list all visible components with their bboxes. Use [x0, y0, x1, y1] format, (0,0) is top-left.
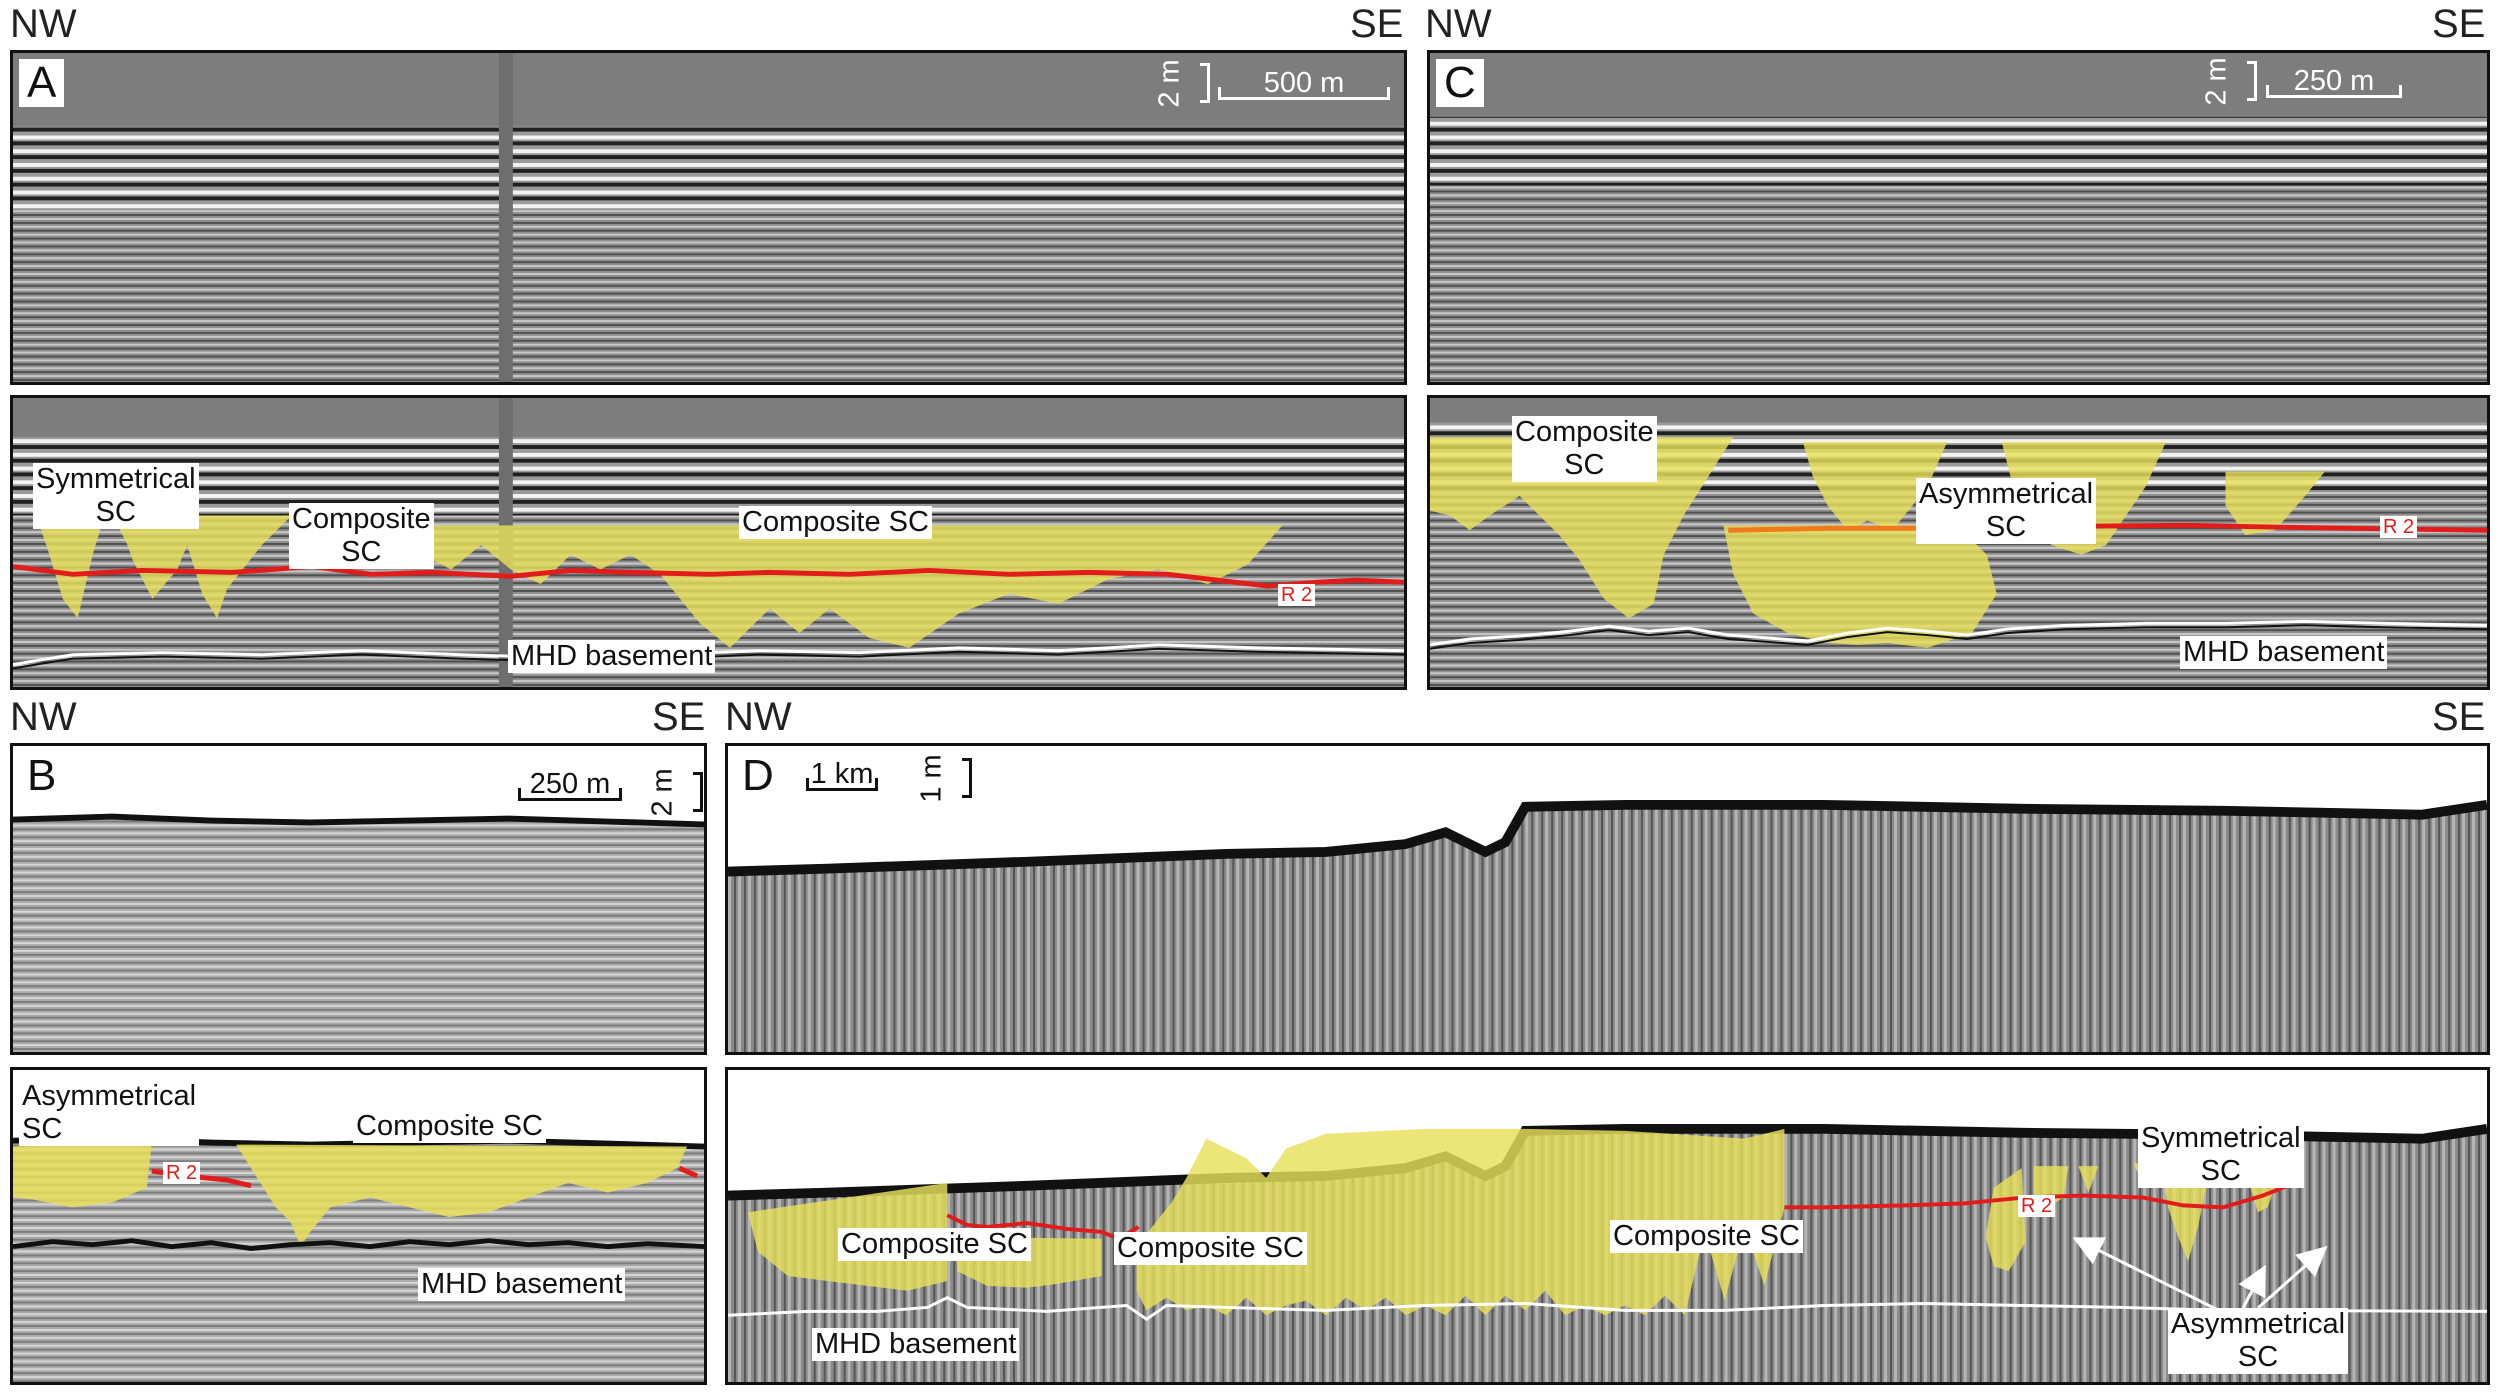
panel-d-basement-label: MHD basement	[812, 1328, 1020, 1361]
panel-a-r2-label: R 2	[1278, 584, 1316, 606]
panel-d-interpreted-seismic-image	[728, 1070, 2487, 1382]
panel-a-symmetrical-sc-label: Symmetrical SC	[33, 463, 199, 529]
panel-d-vertical-scale: 1 m	[908, 754, 973, 802]
panel-b-vertical-scale: 2 m	[639, 768, 704, 816]
panel-a-vertical-scale: 2 m	[1146, 59, 1211, 107]
panel-a-channel-fills	[32, 505, 1283, 648]
panel-a-horizontal-scale-bar	[1218, 87, 1390, 100]
panel-c-composite-sc-label: Composite SC	[1512, 416, 1657, 482]
panel-b-vertical-scale-label: 2 m	[646, 767, 679, 817]
panel-d-horizontal-scale: 1 km	[806, 758, 878, 791]
panel-c-vertical-scale-label: 2 m	[2200, 56, 2233, 106]
panel-a-basement-label: MHD basement	[508, 640, 716, 673]
panel-c-letter: C	[1436, 59, 1484, 107]
panel-c-direction-nw: NW	[1425, 2, 1492, 46]
panel-a-raw-seismic-image	[13, 53, 1404, 382]
panel-b-direction-se: SE	[652, 695, 706, 739]
panel-d-raw-profile: D 1 km 1 m	[725, 743, 2490, 1055]
panel-a-raw-profile: A 2 m 500 m	[10, 50, 1407, 385]
panel-a-horizontal-scale-label: 500 m	[1263, 67, 1345, 99]
panel-c-horizontal-scale: 250 m	[2266, 65, 2402, 98]
panel-b-composite-sc-label: Composite SC	[353, 1110, 546, 1143]
panel-d-vertical-scale-bracket	[962, 758, 973, 798]
panel-d-basement-line	[728, 1295, 2487, 1322]
panel-b-channel-fills	[13, 1142, 688, 1247]
panel-a-interpreted-profile: Symmetrical SC Composite SC Composite SC R…	[10, 395, 1407, 690]
panel-a-composite-sc-label-2: Composite SC	[739, 506, 932, 539]
panel-c-interpreted-profile: Composite SC Asymmetrical SC R 2 MHD basem…	[1427, 395, 2490, 690]
panel-d-letter: D	[734, 752, 782, 800]
panel-a-vertical-scale-bracket	[1200, 63, 1211, 103]
panel-b-raw-seismic-image	[13, 746, 704, 1052]
panel-d-composite-sc-label-2: Composite SC	[1114, 1232, 1307, 1265]
panel-c-vertical-scale-bracket	[2247, 61, 2258, 101]
panel-d-symmetrical-sc-label: Symmetrical SC	[2138, 1122, 2304, 1188]
panel-a-horizontal-scale: 500 m	[1218, 67, 1390, 100]
panel-b-horizontal-scale-bar	[518, 788, 622, 801]
panel-b-interpreted-profile: Asymmetrical SC Composite SC R 2 MHD base…	[10, 1067, 707, 1385]
panel-d-direction-nw: NW	[725, 695, 792, 739]
panel-b-letter: B	[19, 752, 65, 800]
panel-a-r2-horizon	[13, 564, 1404, 589]
panel-a-direction-se: SE	[1350, 2, 1404, 46]
panel-c-basement-label: MHD basement	[2180, 636, 2388, 669]
panel-d-interpreted-profile: Composite SC Composite SC Composite SC S…	[725, 1067, 2490, 1385]
panel-a-direction-nw: NW	[10, 2, 77, 46]
panel-d-r2-label: R 2	[2018, 1195, 2056, 1217]
panel-d-raw-seismic-image	[728, 746, 2487, 1052]
panel-c-r2-label: R 2	[2380, 516, 2418, 538]
panel-c-asymmetrical-sc-label: Asymmetrical SC	[1916, 478, 2097, 544]
panel-c-raw-seismic-image	[1430, 53, 2487, 382]
panel-b-basement-line	[13, 1238, 704, 1252]
panel-a-interpreted-seismic-image	[13, 398, 1404, 687]
panel-b-vertical-scale-bracket	[693, 772, 704, 812]
panel-b-asymmetrical-sc-label: Asymmetrical SC	[19, 1080, 200, 1146]
panel-b-raw-profile: B 250 m 2 m	[10, 743, 707, 1055]
panel-a-composite-sc-label-1: Composite SC	[289, 503, 434, 569]
panel-c-vertical-scale: 2 m	[2193, 57, 2258, 105]
panel-d-vertical-scale-label: 1 m	[915, 753, 948, 803]
panel-c-horizontal-scale-bar	[2266, 85, 2402, 98]
panel-a-letter: A	[19, 59, 65, 107]
panel-d-direction-se: SE	[2432, 695, 2486, 739]
panel-d-horizontal-scale-label: 1 km	[810, 758, 874, 790]
panel-c-horizontal-scale-label: 250 m	[2293, 65, 2375, 97]
panel-c-basement-line	[1430, 619, 2487, 647]
panel-d-horizontal-scale-bar	[806, 778, 878, 791]
panel-a-vertical-scale-label: 2 m	[1153, 58, 1186, 108]
panel-d-asymmetrical-sc-label: Asymmetrical SC	[2168, 1308, 2349, 1374]
panel-c-raw-profile: C 2 m 250 m	[1427, 50, 2490, 385]
panel-d-composite-sc-label-1: Composite SC	[838, 1228, 1031, 1261]
panel-b-direction-nw: NW	[10, 695, 77, 739]
panel-c-direction-se: SE	[2432, 2, 2486, 46]
panel-b-r2-label: R 2	[163, 1162, 201, 1184]
panel-b-basement-label: MHD basement	[418, 1268, 626, 1301]
panel-d-composite-sc-label-3: Composite SC	[1610, 1220, 1803, 1253]
panel-b-horizontal-scale: 250 m	[518, 768, 622, 801]
panel-b-horizontal-scale-label: 250 m	[529, 768, 611, 800]
